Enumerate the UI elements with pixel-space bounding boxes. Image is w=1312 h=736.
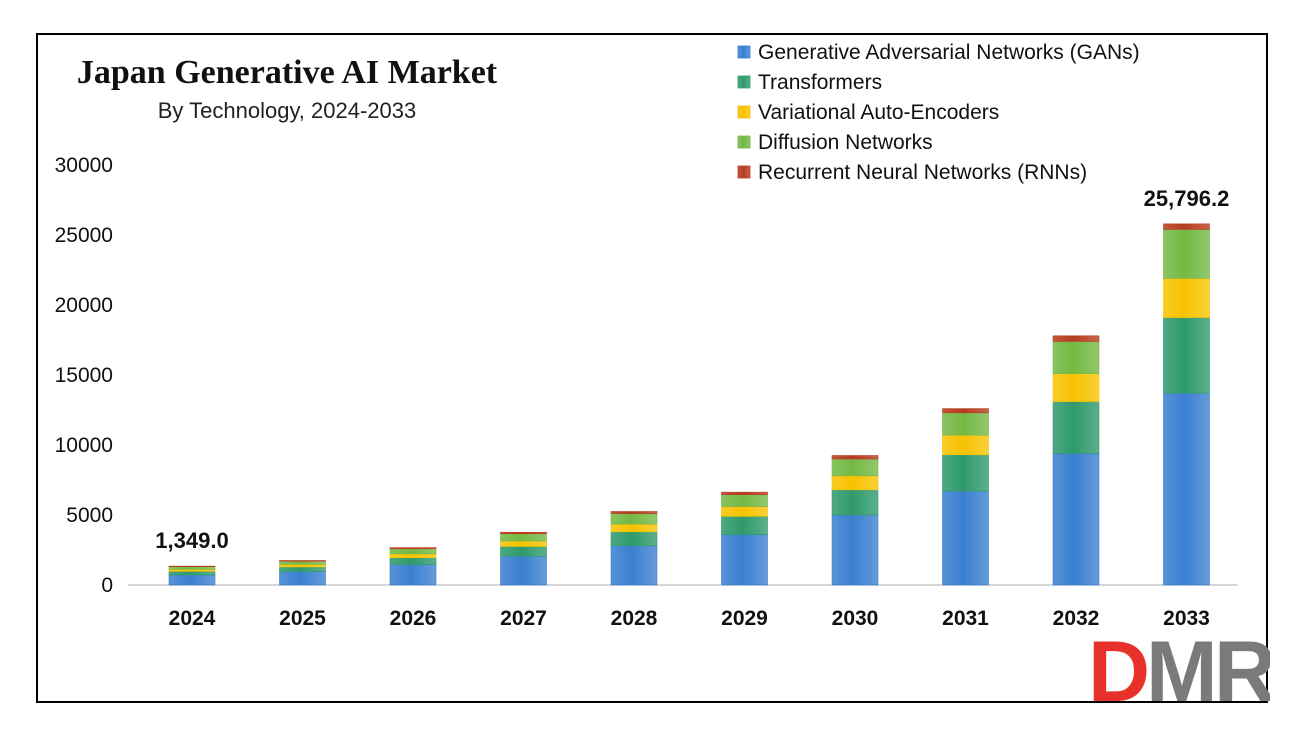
chart-frame: Japan Generative AI Market By Technology… (36, 33, 1270, 705)
data-label-2024: 1,349.0 (155, 528, 228, 553)
bar-recurrent-neural-networks-rnns-2033 (1163, 223, 1210, 230)
bar-transformers-2027 (500, 546, 547, 557)
bar-variational-auto-encoders-2025 (279, 564, 326, 568)
bar-variational-auto-encoders-2030 (831, 475, 879, 491)
x-tick-label-2026: 2026 (390, 607, 437, 630)
y-tick-label: 10000 (55, 434, 113, 457)
legend-swatch-variational-auto-encoders (737, 105, 751, 119)
y-tick-label: 15000 (55, 364, 113, 387)
bar-generative-adversarial-networks-gans-2031 (942, 490, 989, 586)
bar-variational-auto-encoders-2032 (1052, 373, 1100, 402)
x-tick-label-2029: 2029 (721, 607, 768, 630)
data-labels: 1,349.0 25,796.2 (155, 186, 1229, 553)
bar-variational-auto-encoders-2029 (721, 506, 768, 517)
logo-letter-d: D (1088, 624, 1150, 705)
bar-diffusion-networks-2030 (831, 458, 879, 477)
bar-transformers-2032 (1052, 401, 1100, 454)
bar-generative-adversarial-networks-gans-2028 (610, 545, 658, 586)
bar-diffusion-networks-2026 (389, 548, 437, 555)
bar-generative-adversarial-networks-gans-2024 (168, 574, 216, 586)
bar-generative-adversarial-networks-gans-2026 (389, 564, 437, 586)
chart-title: Japan Generative AI Market (77, 54, 498, 91)
bar-transformers-2033 (1163, 317, 1210, 394)
legend-swatch-generative-adversarial-networks-gans (737, 45, 751, 59)
legend-label-recurrent-neural-networks-rnns: Recurrent Neural Networks (RNNs) (758, 161, 1087, 184)
bar-generative-adversarial-networks-gans-2029 (721, 534, 768, 586)
bar-diffusion-networks-2025 (279, 560, 326, 565)
bar-generative-adversarial-networks-gans-2025 (279, 571, 326, 586)
bar-transformers-2024 (168, 570, 216, 576)
chart-svg: Japan Generative AI Market By Technology… (55, 41, 1270, 705)
x-tick-label-2033: 2033 (1163, 607, 1210, 630)
bar-diffusion-networks-2033 (1163, 229, 1210, 279)
bar-transformers-2028 (610, 531, 658, 547)
bar-recurrent-neural-networks-rnns-2029 (721, 491, 768, 495)
bar-transformers-2030 (831, 489, 879, 516)
bar-recurrent-neural-networks-rnns-2026 (389, 547, 437, 550)
bar-transformers-2025 (279, 566, 326, 573)
bar-transformers-2031 (942, 454, 989, 492)
y-tick-label: 30000 (55, 154, 113, 177)
bar-transformers-2026 (389, 557, 437, 566)
legend-label-generative-adversarial-networks-gans: Generative Adversarial Networks (GANs) (758, 41, 1140, 64)
bar-diffusion-networks-2029 (721, 494, 768, 507)
bar-recurrent-neural-networks-rnns-2025 (279, 560, 326, 562)
y-axis: 0 5000 10000 15000 20000 25000 30000 (55, 154, 113, 597)
legend-label-transformers: Transformers (758, 71, 882, 94)
bar-variational-auto-encoders-2026 (389, 553, 437, 558)
bar-generative-adversarial-networks-gans-2027 (500, 555, 547, 586)
y-tick-label: 20000 (55, 294, 113, 317)
bar-transformers-2029 (721, 516, 768, 535)
x-tick-label-2031: 2031 (942, 607, 989, 630)
bar-variational-auto-encoders-2031 (942, 434, 989, 456)
bar-diffusion-networks-2027 (500, 533, 547, 542)
bars (168, 223, 1210, 586)
bar-recurrent-neural-networks-rnns-2031 (942, 408, 989, 414)
bar-recurrent-neural-networks-rnns-2024 (168, 565, 216, 567)
data-label-2033: 25,796.2 (1144, 186, 1230, 211)
bar-recurrent-neural-networks-rnns-2030 (831, 455, 879, 460)
bar-recurrent-neural-networks-rnns-2027 (500, 531, 547, 535)
bar-generative-adversarial-networks-gans-2030 (831, 514, 879, 586)
bar-variational-auto-encoders-2027 (500, 540, 547, 547)
legend-swatch-recurrent-neural-networks-rnns (737, 165, 751, 179)
x-tick-label-2032: 2032 (1053, 607, 1100, 630)
bar-diffusion-networks-2028 (610, 513, 658, 525)
bar-variational-auto-encoders-2028 (610, 523, 658, 533)
x-tick-label-2027: 2027 (500, 607, 547, 630)
bar-recurrent-neural-networks-rnns-2032 (1052, 335, 1100, 342)
chart-subtitle: By Technology, 2024-2033 (158, 98, 417, 123)
x-tick-label-2025: 2025 (279, 607, 326, 630)
logo-letter-m: M (1146, 624, 1218, 705)
legend-swatch-transformers (737, 75, 751, 89)
y-tick-label: 0 (101, 574, 113, 597)
bar-diffusion-networks-2024 (168, 566, 216, 570)
dmr-logo: D M R (1088, 624, 1270, 705)
x-tick-label-2028: 2028 (611, 607, 658, 630)
x-tick-label-2030: 2030 (832, 607, 879, 630)
bar-variational-auto-encoders-2033 (1163, 278, 1210, 318)
legend-label-variational-auto-encoders: Variational Auto-Encoders (758, 101, 999, 124)
x-tick-label-2024: 2024 (169, 607, 216, 630)
y-tick-label: 25000 (55, 224, 113, 247)
bar-diffusion-networks-2032 (1052, 341, 1100, 374)
legend-label-diffusion-networks: Diffusion Networks (758, 131, 933, 154)
bar-diffusion-networks-2031 (942, 412, 989, 436)
bar-generative-adversarial-networks-gans-2032 (1052, 453, 1100, 586)
x-axis: 2024 2025 2026 2027 2028 2029 2030 2031 2032 2033 (169, 607, 1210, 630)
bar-generative-adversarial-networks-gans-2033 (1163, 392, 1210, 586)
legend: Generative Adversarial Networks (GANs) Tr… (737, 41, 1140, 184)
legend-swatch-diffusion-networks (737, 135, 751, 149)
logo-letter-r: R (1214, 624, 1270, 705)
bar-recurrent-neural-networks-rnns-2028 (610, 511, 658, 514)
y-tick-label: 5000 (66, 504, 113, 527)
